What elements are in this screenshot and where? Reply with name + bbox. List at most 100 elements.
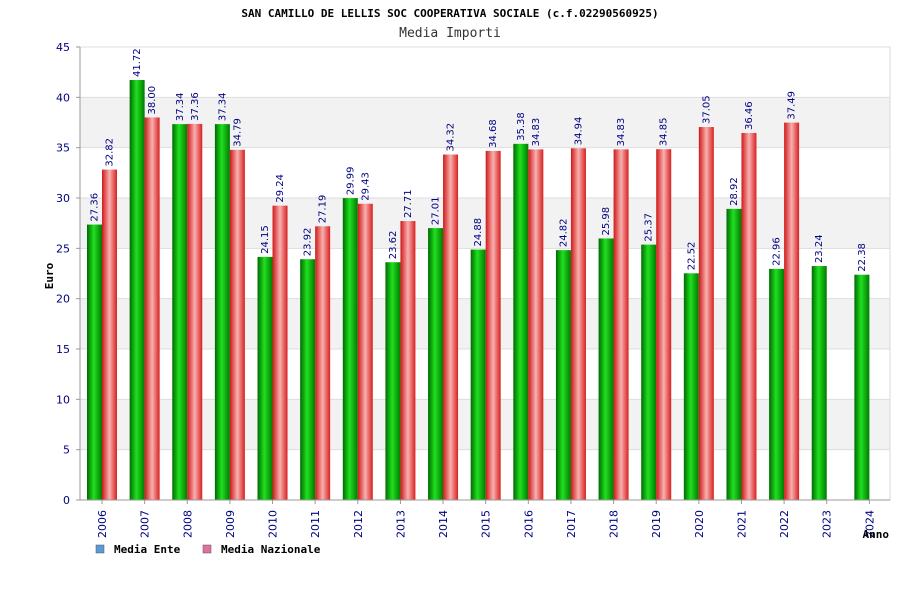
value-label: 38.00 xyxy=(147,86,158,115)
value-label: 37.34 xyxy=(217,92,228,121)
value-label: 35.38 xyxy=(516,112,527,141)
x-tick-label: 2022 xyxy=(778,510,791,538)
chart-title: SAN CAMILLO DE LELLIS SOC COOPERATIVA SO… xyxy=(241,7,658,20)
value-label: 34.94 xyxy=(573,117,584,146)
bar-media-ente xyxy=(513,143,529,500)
x-tick-label: 2015 xyxy=(480,510,493,538)
x-tick-label: 2014 xyxy=(437,510,450,538)
bar-media-ente xyxy=(854,274,870,500)
bar-media-ente xyxy=(172,124,188,501)
value-label: 34.68 xyxy=(488,119,499,148)
legend-swatch-media-ente xyxy=(95,544,105,554)
bar-media-nazionale xyxy=(400,221,416,500)
x-tick-label: 2021 xyxy=(735,510,748,538)
bar-media-nazionale xyxy=(229,149,245,500)
y-tick-label: 10 xyxy=(56,393,70,406)
x-tick-label: 2016 xyxy=(522,510,535,538)
bar-media-ente xyxy=(342,198,358,501)
bar-media-nazionale xyxy=(357,203,373,500)
x-tick-label: 2017 xyxy=(565,510,578,538)
value-label: 27.71 xyxy=(403,189,414,218)
legend-swatch-media-nazionale xyxy=(202,544,212,554)
x-tick-label: 2023 xyxy=(821,510,834,538)
value-label: 23.24 xyxy=(814,234,825,263)
x-tick-label: 2024 xyxy=(863,510,876,538)
bar-media-ente xyxy=(87,224,102,501)
bar-media-ente xyxy=(683,273,699,500)
x-tick-label: 2012 xyxy=(352,510,365,538)
bar-media-nazionale xyxy=(144,117,160,500)
y-tick-label: 40 xyxy=(56,91,70,104)
x-axis-ticks: 2006 2007 2008 2009 2010 2011 2012 2013 2014 2015… xyxy=(96,500,876,538)
y-axis-ticks: 0 5 10 15 20 25 30 35 40 45 xyxy=(56,41,80,507)
value-label: 25.98 xyxy=(601,207,612,236)
y-tick-label: 20 xyxy=(56,293,70,306)
bar-media-ente xyxy=(641,244,657,500)
legend-label-media-nazionale: Media Nazionale xyxy=(221,543,321,556)
x-axis-label: Anno xyxy=(863,528,890,541)
value-label: 36.46 xyxy=(744,101,755,130)
bar-media-ente xyxy=(385,262,401,500)
value-label: 28.92 xyxy=(729,177,740,206)
value-label: 24.82 xyxy=(558,219,569,248)
value-label: 34.79 xyxy=(232,118,243,147)
bar-media-ente xyxy=(769,268,785,500)
chart-subtitle: Media Importi xyxy=(399,26,501,41)
x-tick-label: 2019 xyxy=(650,510,663,538)
x-tick-label: 2007 xyxy=(139,510,152,538)
x-tick-label: 2020 xyxy=(693,510,706,538)
bar-media-ente xyxy=(598,238,614,500)
value-label: 37.36 xyxy=(190,92,201,121)
bar-media-ente xyxy=(470,249,486,500)
value-label: 37.34 xyxy=(175,92,186,121)
bar-media-ente xyxy=(811,266,827,500)
value-label: 34.32 xyxy=(446,123,457,152)
bar-media-nazionale xyxy=(315,226,331,500)
bar-media-nazionale xyxy=(698,127,714,500)
value-label: 25.37 xyxy=(644,213,655,242)
value-label: 27.36 xyxy=(90,193,101,222)
x-tick-label: 2018 xyxy=(608,510,621,538)
legend-label-media-ente: Media Ente xyxy=(114,543,181,556)
bar-media-ente xyxy=(726,208,742,500)
value-label: 23.92 xyxy=(303,228,314,257)
bar-media-nazionale xyxy=(272,205,288,500)
value-label: 22.96 xyxy=(772,237,783,266)
x-tick-label: 2006 xyxy=(96,510,109,538)
bar-media-nazionale xyxy=(613,149,629,501)
value-label: 34.83 xyxy=(531,118,542,147)
value-label: 37.05 xyxy=(701,95,712,124)
value-label: 24.15 xyxy=(260,225,271,254)
legend: Media Ente Media Nazionale xyxy=(95,543,321,556)
value-label: 41.72 xyxy=(132,48,143,77)
bar-media-nazionale xyxy=(187,123,203,500)
value-label: 27.19 xyxy=(318,195,329,224)
bar-media-ente xyxy=(300,259,316,500)
bar-media-ente xyxy=(257,256,273,500)
y-tick-label: 25 xyxy=(56,242,70,255)
bar-media-nazionale xyxy=(485,150,501,500)
x-tick-label: 2008 xyxy=(181,510,194,538)
value-label: 32.82 xyxy=(105,138,116,167)
y-tick-label: 15 xyxy=(56,343,70,356)
bar-media-ente xyxy=(555,250,571,500)
y-tick-label: 30 xyxy=(56,192,70,205)
value-label: 22.38 xyxy=(857,243,868,272)
bar-media-nazionale xyxy=(741,132,757,500)
bar-media-ente xyxy=(428,228,444,500)
bar-media-ente xyxy=(214,124,230,501)
x-tick-label: 2010 xyxy=(267,510,280,538)
value-label: 34.83 xyxy=(616,118,627,147)
value-label: 29.24 xyxy=(275,174,286,203)
value-label: 24.88 xyxy=(473,218,484,247)
value-label: 23.62 xyxy=(388,231,399,260)
bars xyxy=(87,80,870,501)
x-tick-label: 2013 xyxy=(394,510,407,538)
bar-media-nazionale xyxy=(656,149,672,500)
x-tick-label: 2009 xyxy=(224,510,237,538)
bar-media-nazionale xyxy=(570,148,586,500)
value-label: 29.43 xyxy=(360,172,371,201)
value-labels: 27.36 41.72 37.34 37.34 24.15 23.92 29.99 23.62… xyxy=(90,48,868,271)
value-label: 27.01 xyxy=(431,196,442,225)
